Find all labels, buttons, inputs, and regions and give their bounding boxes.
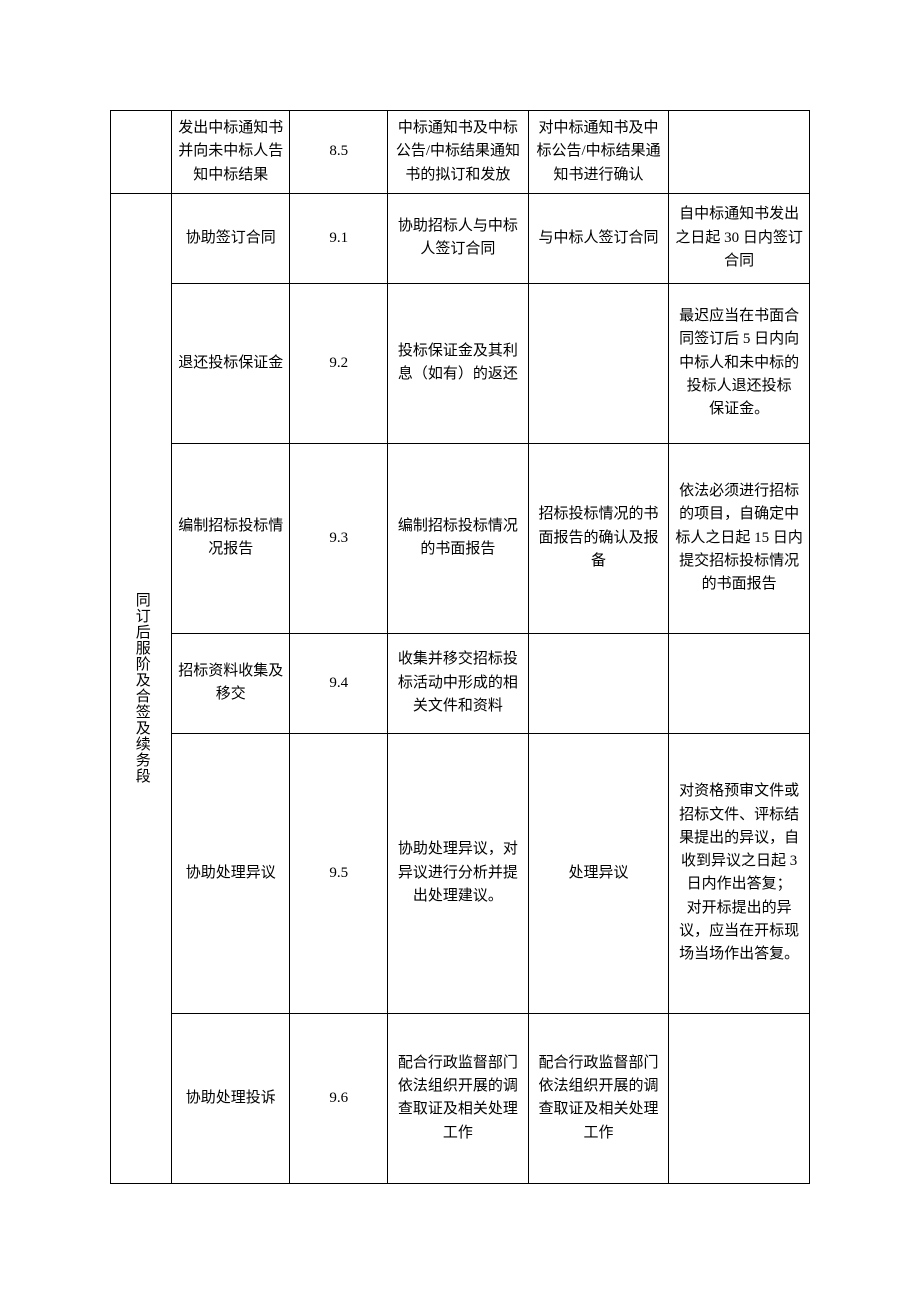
cell-party: 与中标人签订合同 <box>528 193 669 283</box>
table-row: 同订后服阶及合签及续务段 协助签订合同 9.1 协助招标人与中标人签订合同 与中… <box>111 193 810 283</box>
cell-task: 协助处理异议 <box>172 733 290 1013</box>
table-row: 协助处理投诉 9.6 配合行政监督部门依法组织开展的调查取证及相关处理工作 配合… <box>111 1013 810 1183</box>
cell-number: 9.3 <box>290 443 388 633</box>
cell-task: 协助签订合同 <box>172 193 290 283</box>
cell-timing <box>669 633 810 733</box>
table-row: 招标资料收集及移交 9.4 收集并移交招标投标活动中形成的相关文件和资料 <box>111 633 810 733</box>
cell-party <box>528 633 669 733</box>
cell-number: 9.1 <box>290 193 388 283</box>
cell-timing: 最迟应当在书面合同签订后 5 日内向中标人和未中标的投标人退还投标保证金。 <box>669 283 810 443</box>
cell-desc: 协助招标人与中标人签订合同 <box>388 193 529 283</box>
cell-timing: 自中标通知书发出之日起 30 日内签订合同 <box>669 193 810 283</box>
cell-number: 8.5 <box>290 111 388 194</box>
cell-number: 9.2 <box>290 283 388 443</box>
cell-task: 编制招标投标情况报告 <box>172 443 290 633</box>
cell-party: 处理异议 <box>528 733 669 1013</box>
cell-desc: 中标通知书及中标公告/中标结果通知书的拟订和发放 <box>388 111 529 194</box>
cell-timing: 对资格预审文件或招标文件、评标结果提出的异议，自收到异议之日起 3 日内作出答复… <box>669 733 810 1013</box>
cell-task: 退还投标保证金 <box>172 283 290 443</box>
cell-number: 9.6 <box>290 1013 388 1183</box>
cell-timing <box>669 111 810 194</box>
table-row: 发出中标通知书并向未中标人告知中标结果 8.5 中标通知书及中标公告/中标结果通… <box>111 111 810 194</box>
table-row: 编制招标投标情况报告 9.3 编制招标投标情况的书面报告 招标投标情况的书面报告… <box>111 443 810 633</box>
section-label: 同订后服阶及合签及续务段 <box>111 193 172 1183</box>
cell-party <box>528 283 669 443</box>
procedure-table: 发出中标通知书并向未中标人告知中标结果 8.5 中标通知书及中标公告/中标结果通… <box>110 110 810 1184</box>
cell-blank <box>111 111 172 194</box>
table-row: 退还投标保证金 9.2 投标保证金及其利息（如有）的返还 最迟应当在书面合同签订… <box>111 283 810 443</box>
cell-task: 招标资料收集及移交 <box>172 633 290 733</box>
cell-party: 对中标通知书及中标公告/中标结果通知书进行确认 <box>528 111 669 194</box>
cell-desc: 编制招标投标情况的书面报告 <box>388 443 529 633</box>
cell-desc: 配合行政监督部门依法组织开展的调查取证及相关处理工作 <box>388 1013 529 1183</box>
cell-task: 发出中标通知书并向未中标人告知中标结果 <box>172 111 290 194</box>
cell-task: 协助处理投诉 <box>172 1013 290 1183</box>
table-row: 协助处理异议 9.5 协助处理异议，对异议进行分析并提出处理建议。 处理异议 对… <box>111 733 810 1013</box>
cell-timing <box>669 1013 810 1183</box>
cell-party: 配合行政监督部门依法组织开展的调查取证及相关处理工作 <box>528 1013 669 1183</box>
cell-desc: 协助处理异议，对异议进行分析并提出处理建议。 <box>388 733 529 1013</box>
cell-desc: 投标保证金及其利息（如有）的返还 <box>388 283 529 443</box>
cell-desc: 收集并移交招标投标活动中形成的相关文件和资料 <box>388 633 529 733</box>
cell-party: 招标投标情况的书面报告的确认及报备 <box>528 443 669 633</box>
cell-number: 9.5 <box>290 733 388 1013</box>
cell-timing: 依法必须进行招标的项目，自确定中标人之日起 15 日内提交招标投标情况的书面报告 <box>669 443 810 633</box>
cell-number: 9.4 <box>290 633 388 733</box>
